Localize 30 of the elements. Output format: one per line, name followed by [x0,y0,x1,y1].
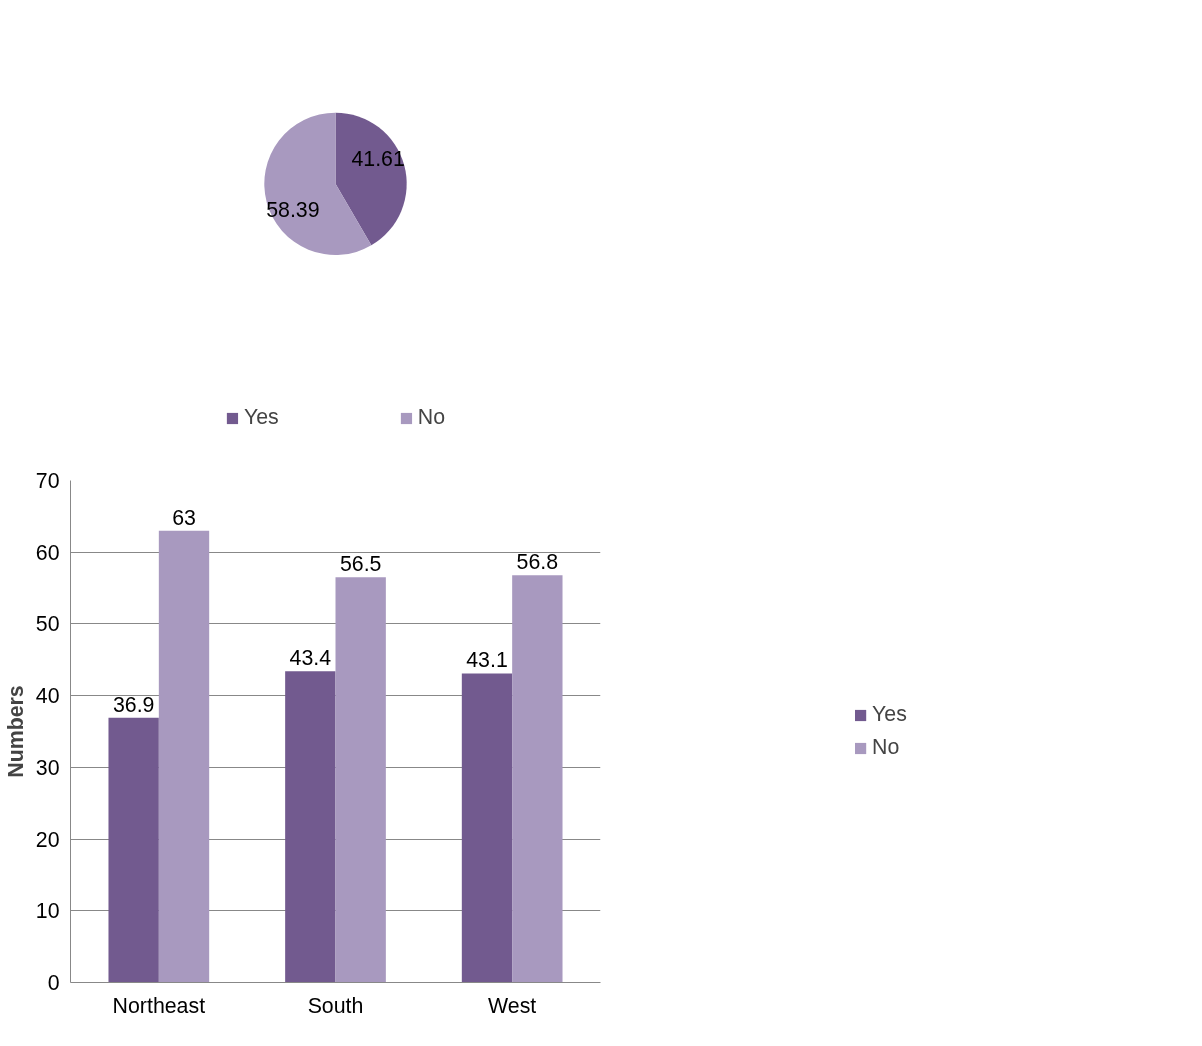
data-label: 56.5 [339,552,382,577]
data-label: 43.4 [289,646,332,671]
data-label: 63 [172,505,196,530]
y-tick-label: 50 [35,612,60,637]
data-label: 43.1 [466,648,508,673]
bar [335,577,386,983]
x-tick-label: West [488,993,537,1018]
legend-label: Yes [243,405,279,430]
bar [108,717,159,983]
data-label: 56.8 [516,550,559,575]
bar [285,671,336,983]
bar [461,673,513,983]
data-label: 41.61 [351,147,405,172]
x-tick-label: South [307,993,364,1018]
legend-label: No [872,735,900,760]
legend-label: Yes [872,702,907,727]
bar [158,530,210,983]
legend-label: No [417,405,446,430]
y-tick-label: 30 [35,755,60,780]
y-tick-label: 60 [35,540,60,565]
y-tick-label: 0 [47,971,60,995]
y-tick-label: 10 [35,899,60,924]
y-axis-title: Numbers [3,685,28,778]
y-tick-label: 40 [35,684,60,709]
bar [512,575,563,983]
y-tick-label: 20 [35,827,60,852]
y-tick-label: 70 [35,469,60,493]
data-label: 58.39 [266,197,320,222]
x-tick-label: Northeast [112,993,206,1018]
data-label: 36.9 [112,692,155,717]
